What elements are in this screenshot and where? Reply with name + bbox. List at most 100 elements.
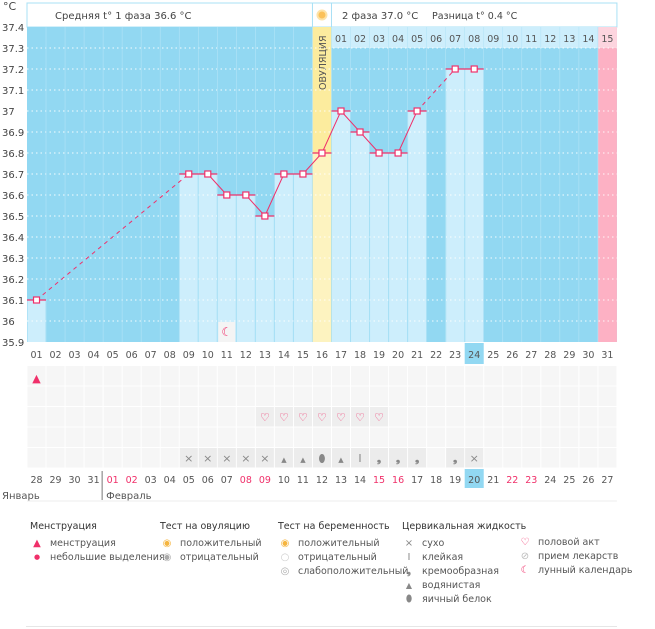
icon-grid-cell [27, 427, 46, 447]
temperature-line [397, 110, 418, 154]
icon-grid-cell [351, 386, 370, 406]
x-tick-label: 24 [468, 350, 480, 361]
legend-title: Цервикальная жидкость [402, 521, 527, 532]
icon-cell [293, 448, 312, 468]
icon-grid-cell [427, 386, 446, 406]
x-tick-label: 14 [278, 350, 290, 361]
temperature-point [394, 149, 402, 157]
x-tick-label: 31 [601, 350, 613, 361]
temperature-point [299, 170, 307, 178]
icon-grid-cell [122, 427, 141, 447]
temperature-line [321, 110, 342, 154]
icon-grid-cell [427, 407, 446, 427]
icon-grid-cell [141, 366, 160, 386]
legend-other: ♡ половой акт ⊘ прием лекарств ☾ лунный кал… [518, 535, 633, 577]
x-tick-label: 19 [373, 350, 385, 361]
icon-grid-cell [217, 407, 236, 427]
temperature-point [185, 170, 193, 178]
heart-icon: ♡ [520, 536, 530, 548]
x-tick-label: 09 [183, 350, 195, 361]
legend-label: положительный [180, 537, 262, 549]
y-tick-label: 36.4 [2, 233, 24, 244]
icon-grid-cell [331, 427, 351, 447]
x-tick-label: 28 [544, 350, 556, 361]
icon-cell [446, 448, 465, 468]
icon-cell [465, 448, 484, 468]
icon-grid-cell [198, 427, 217, 447]
icon-grid-cell [598, 427, 617, 447]
icon-cell [312, 407, 331, 427]
moon-icon: ☾ [520, 564, 530, 576]
icon-grid-cell [522, 366, 541, 386]
phase2-day-label: 10 [506, 34, 518, 45]
icon-grid-cell [351, 366, 370, 386]
icon-grid-cell [484, 366, 503, 386]
phase1-average: Средняя t° 1 фаза 36.6 °C [55, 11, 192, 22]
icon-grid-cell [331, 366, 351, 386]
date-label: 30 [69, 475, 81, 486]
icon-grid-cell [160, 448, 179, 468]
date-label: 21 [487, 475, 499, 486]
icon-grid-cell [484, 427, 503, 447]
icon-grid-cell [27, 366, 46, 386]
icon-grid-cell [179, 366, 198, 386]
icon-grid-cell [465, 386, 484, 406]
watery-icon: ▲ [300, 456, 306, 464]
phase2-day-label: 01 [335, 34, 347, 45]
temperature-bar [370, 153, 389, 342]
icon-grid-cell [198, 407, 217, 427]
temperature-point [280, 170, 288, 178]
icon-grid-cell [598, 407, 617, 427]
x-tick-label: 18 [354, 350, 366, 361]
legend-label: лунный календарь [538, 564, 633, 576]
icon-grid-cell [541, 386, 560, 406]
date-label: 05 [183, 475, 195, 486]
heart-icon: ♡ [374, 411, 384, 424]
date-label: 10 [278, 475, 290, 486]
icon-cell [198, 448, 217, 468]
legend-label: прием лекарств [538, 550, 619, 562]
icon-grid-cell [370, 427, 389, 447]
icon-grid-cell [579, 366, 598, 386]
phase2-day-15 [597, 27, 617, 48]
icon-cell [293, 407, 312, 427]
y-unit-label: °C [3, 0, 17, 13]
icon-grid-cell [65, 407, 84, 427]
icon-grid-cell [312, 366, 331, 386]
icon-grid-cell [389, 427, 408, 447]
date-label: 28 [30, 475, 42, 486]
icon-cell [255, 448, 274, 468]
egg-white-icon: ⬮ [405, 593, 413, 605]
date-label: 01 [107, 475, 119, 486]
creamy-icon: ❟ [453, 452, 457, 465]
phase2-day-label: 02 [354, 34, 366, 45]
icon-grid-cell [236, 386, 255, 406]
legend-label: кремообразная [422, 565, 499, 577]
icon-grid-cell [84, 407, 103, 427]
y-tick-label: 36.7 [2, 170, 24, 181]
icon-grid-cell [46, 366, 65, 386]
dry-icon: × [184, 452, 193, 465]
icon-grid-cell [46, 448, 65, 468]
legend-title: Менструация [30, 521, 97, 532]
date-label: 16 [392, 475, 404, 486]
icon-grid-cell [103, 386, 122, 406]
icon-grid-cell [560, 407, 579, 427]
watery-icon: ▲ [338, 456, 344, 464]
y-tick-label: 36.5 [2, 212, 24, 223]
heart-icon: ♡ [317, 411, 327, 424]
temperature-point [318, 149, 326, 157]
icon-grid-cell [293, 386, 312, 406]
icon-grid-cell [427, 448, 446, 468]
x-tick-label: 23 [449, 350, 461, 361]
temperature-point [32, 296, 41, 304]
legend-label: положительный [298, 537, 380, 549]
icon-grid-cell [274, 427, 293, 447]
x-tick-label: 27 [525, 350, 537, 361]
dry-icon: × [222, 452, 231, 465]
icon-grid-cell [446, 386, 465, 406]
icon-grid-cell [255, 386, 274, 406]
phase2-day-label: 07 [449, 34, 461, 45]
date-label: 12 [316, 475, 328, 486]
icon-grid-cell [27, 386, 46, 406]
